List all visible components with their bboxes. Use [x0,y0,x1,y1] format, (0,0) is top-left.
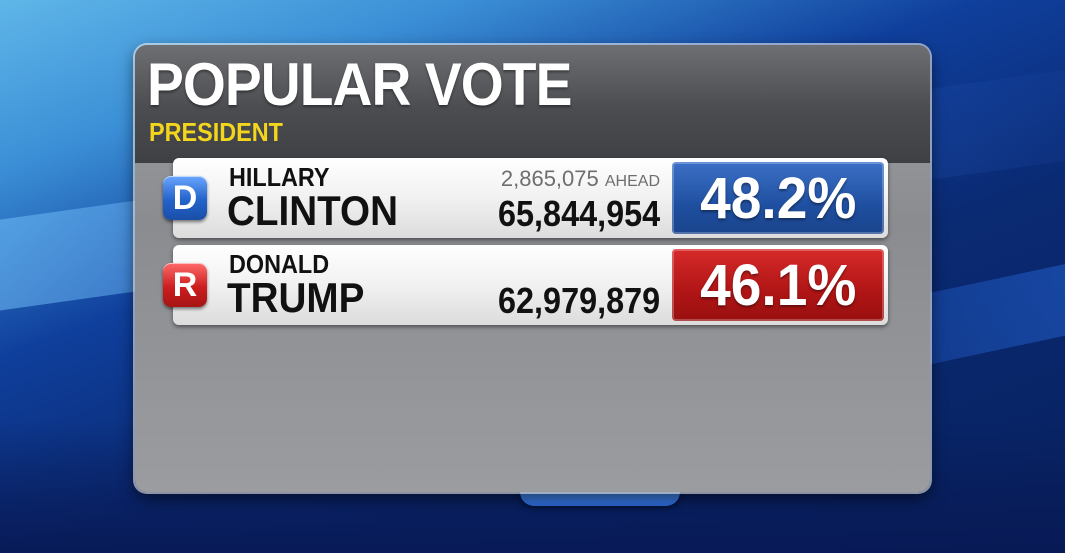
candidate-first-name: HILLARY [229,162,330,192]
vote-percent: 48.2% [699,165,857,231]
results-panel: POPULAR VOTE PRESIDENT D HILLARY CLINTON… [135,45,930,492]
candidate-last-name: CLINTON [227,187,399,234]
candidate-row-trump: R DONALD TRUMP 62,979,879 46.1% [163,245,888,325]
panel-title: POPULAR VOTE [147,51,572,118]
candidate-last-name: TRUMP [227,274,365,321]
vote-count: 62,979,879 [497,280,660,321]
ahead-margin: 2,865,075 AHEAD [501,168,660,190]
panel-subtitle: PRESIDENT [149,117,283,147]
vote-count: 65,844,954 [497,193,660,234]
candidate-first-name: DONALD [229,249,330,279]
ahead-margin-value: 2,865,075 [500,166,599,191]
party-badge-democrat: D [163,176,207,220]
ahead-label: AHEAD [604,173,660,190]
vote-percent: 46.1% [699,252,857,318]
candidate-row-clinton: D HILLARY CLINTON 2,865,075 AHEAD 65,844… [163,158,888,238]
panel-header: POPULAR VOTE PRESIDENT [135,45,930,163]
party-badge-republican: R [163,263,207,307]
percent-box-republican: 46.1% [672,249,884,321]
percent-box-democrat: 48.2% [672,162,884,234]
